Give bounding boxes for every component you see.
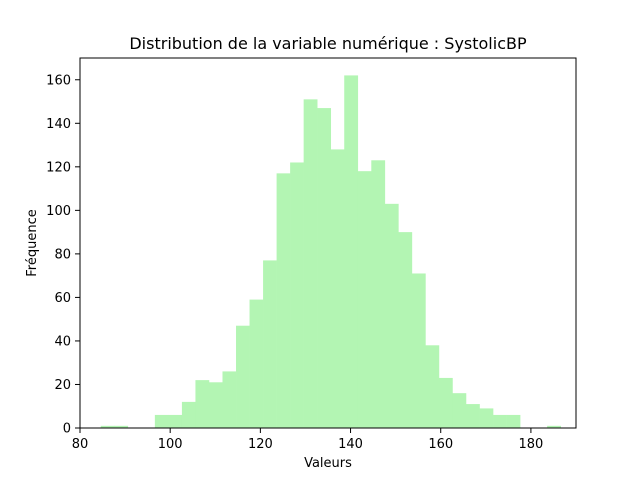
histogram-bars (100, 75, 561, 429)
histogram-bar (181, 401, 196, 428)
histogram-bar (384, 203, 399, 428)
histogram-bar (263, 260, 277, 428)
histogram-bar (222, 371, 237, 428)
histogram-bar (330, 149, 345, 428)
y-axis-ticks: 0 20 40 60 80 100 120 140 160 (46, 73, 80, 437)
x-tick-label: 180 (518, 437, 543, 452)
histogram-bar (411, 273, 426, 428)
histogram-bar (114, 425, 129, 428)
histogram-bar (547, 425, 561, 428)
y-tick-label: 0 (63, 422, 71, 437)
histogram-bar (290, 162, 304, 428)
histogram-bar (493, 414, 507, 428)
histogram-bar (317, 108, 332, 428)
histogram-bar (344, 75, 359, 428)
histogram-bar (249, 299, 264, 428)
y-tick-label: 80 (54, 247, 71, 262)
x-tick-label: 160 (428, 437, 453, 452)
histogram-bar (357, 171, 372, 428)
histogram-bar (398, 232, 413, 428)
histogram-bar (236, 325, 250, 428)
histogram-bar (425, 345, 440, 428)
histogram-bar (303, 99, 318, 428)
x-tick-label: 120 (248, 437, 273, 452)
histogram-bar (452, 393, 467, 428)
histogram-bar (506, 414, 521, 428)
y-tick-label: 20 (54, 378, 71, 393)
y-tick-label: 60 (54, 291, 71, 306)
histogram-bar (371, 160, 386, 429)
y-tick-label: 160 (46, 73, 71, 88)
y-tick-label: 100 (46, 204, 71, 219)
x-tick-label: 80 (72, 437, 89, 452)
histogram-bar (438, 377, 453, 428)
plot-frame (79, 57, 577, 429)
y-axis-label: Fréquence (25, 209, 40, 276)
chart-title: Distribution de la variable numérique : … (129, 34, 527, 53)
histogram-bar (154, 414, 169, 428)
x-tick-label: 140 (338, 437, 363, 452)
histogram-bar (208, 382, 223, 428)
y-tick-label: 40 (54, 334, 71, 349)
x-axis-ticks: 80 100 120 140 160 180 (72, 428, 543, 452)
histogram-bar (465, 404, 480, 428)
x-tick-label: 100 (158, 437, 183, 452)
histogram-bar (195, 380, 210, 428)
histogram-bar (276, 173, 291, 428)
x-axis-label: Valeurs (304, 456, 352, 471)
histogram-bar (168, 414, 183, 428)
y-tick-label: 140 (46, 117, 71, 132)
histogram-bar (100, 425, 115, 428)
y-tick-label: 120 (46, 160, 71, 175)
histogram-bar (479, 408, 494, 428)
